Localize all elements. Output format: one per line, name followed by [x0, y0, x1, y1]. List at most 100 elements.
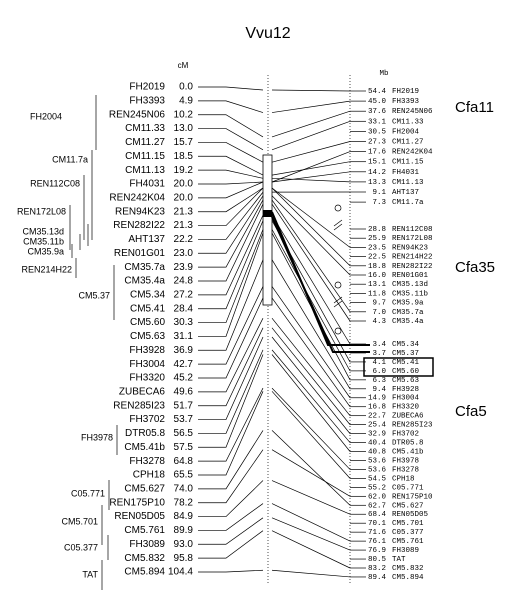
mb-value: 9.1 [372, 189, 386, 197]
unplaced-marker: REN214H22 [21, 264, 72, 274]
cm-value: 84.9 [174, 511, 194, 522]
link-line [198, 114, 264, 138]
mb-value: 33.1 [368, 118, 387, 126]
break-circle [334, 204, 342, 212]
marker-name: CM5.63 [130, 331, 165, 342]
cm-value: 27.2 [174, 289, 194, 300]
link-line [271, 391, 351, 479]
link-line [198, 449, 264, 504]
mb-value: 54.5 [368, 475, 387, 483]
mb-value: 83.2 [368, 565, 386, 573]
unplaced-marker: FH2004 [30, 111, 62, 121]
break-mark [333, 219, 343, 231]
link-line [198, 128, 264, 151]
link-line [198, 181, 264, 185]
mb-value: 13.3 [368, 179, 387, 187]
cm-value: 21.3 [174, 220, 194, 231]
marker-name: FH3393 [129, 95, 165, 106]
mb-value: 76.9 [368, 547, 386, 555]
mb-value: 30.5 [368, 128, 387, 136]
link-line [271, 503, 351, 542]
mb-value: 71.6 [368, 529, 387, 537]
marker-name: FH3320 [129, 373, 165, 384]
link-line [271, 110, 351, 138]
cm-value: 28.4 [174, 303, 194, 314]
link-line [198, 503, 264, 531]
unplaced-marker: CM35.9a [27, 246, 64, 256]
cm-value: 19.2 [174, 165, 194, 176]
link-line [271, 214, 351, 345]
unplaced-marker: CM5.701 [61, 516, 98, 526]
cm-value: 78.2 [174, 497, 194, 508]
link-line [198, 220, 264, 310]
mb-value: 3.4 [372, 341, 386, 349]
mb-value: 37.6 [368, 108, 387, 116]
link-line [198, 181, 264, 199]
link-line [271, 259, 351, 389]
marker-name: REN245N06 [392, 108, 433, 116]
mb-value: 22.5 [368, 254, 387, 262]
link-line [271, 171, 351, 183]
marker-name: FH4031 [392, 169, 420, 177]
mb-value: 16.8 [368, 404, 386, 412]
marker-name: REN242K04 [392, 149, 433, 157]
mb-value: 40.8 [368, 449, 386, 457]
cm-value: 21.3 [174, 206, 194, 217]
marker-name: FH3089 [129, 539, 165, 550]
thick-link [271, 216, 370, 353]
marker-name: CM5.627 [392, 502, 424, 510]
cm-value: 0.0 [179, 82, 193, 93]
mb-value: 13.1 [368, 281, 387, 289]
link-line [271, 199, 351, 313]
mb-value: 40.4 [368, 440, 387, 448]
unplaced-marker: REN172L08 [17, 206, 66, 216]
marker-name: TAT [392, 556, 406, 564]
link-line [198, 195, 264, 254]
region-block [263, 210, 272, 217]
mb-value: 62.7 [368, 502, 386, 510]
link-line [198, 229, 264, 323]
mb-value: 54.4 [368, 88, 387, 96]
mb-value: 6.0 [372, 368, 386, 376]
marker-name: CM35.4a [124, 276, 165, 287]
title: Vvu12 [245, 25, 290, 42]
marker-name: AHT137 [128, 234, 165, 245]
link-line [198, 169, 264, 179]
marker-name: FH2019 [129, 82, 165, 93]
link-line [198, 214, 264, 296]
cm-value: 95.8 [174, 553, 194, 564]
link-line [271, 569, 351, 578]
marker-name: FH3928 [392, 386, 419, 394]
cm-value: 13.0 [174, 123, 194, 134]
mb-value: 89.4 [368, 574, 387, 582]
link-line [271, 517, 351, 551]
marker-name: REN05D05 [392, 511, 429, 519]
link-line [271, 430, 351, 506]
link-line [198, 86, 264, 91]
cm-value: 20.0 [174, 192, 194, 203]
marker-name: CM11.27 [392, 138, 424, 146]
link-line [271, 89, 351, 92]
mb-value: 80.5 [368, 556, 387, 564]
highlight-box [363, 357, 434, 377]
cm-value: 45.2 [174, 373, 194, 384]
link-line [198, 286, 264, 365]
link-line [271, 177, 351, 183]
link-line [198, 155, 264, 176]
mb-value: 32.9 [368, 431, 386, 439]
marker-name: FH3004 [129, 359, 165, 370]
link-line [198, 354, 264, 448]
marker-name: CM5.627 [124, 483, 165, 494]
marker-name: CM5.761 [124, 525, 165, 536]
marker-name: DTR05.8 [125, 428, 165, 439]
link-line [198, 203, 264, 282]
link-line [271, 120, 351, 151]
link-line [198, 187, 264, 213]
marker-name: REN05D05 [114, 511, 165, 522]
link-line [198, 430, 264, 490]
marker-name: CM5.832 [124, 553, 165, 564]
marker-name: CM35.7a [392, 309, 424, 317]
link-line [271, 336, 351, 434]
marker-name: CM11.7a [392, 199, 424, 207]
marker-name: CM5.34 [130, 289, 165, 300]
